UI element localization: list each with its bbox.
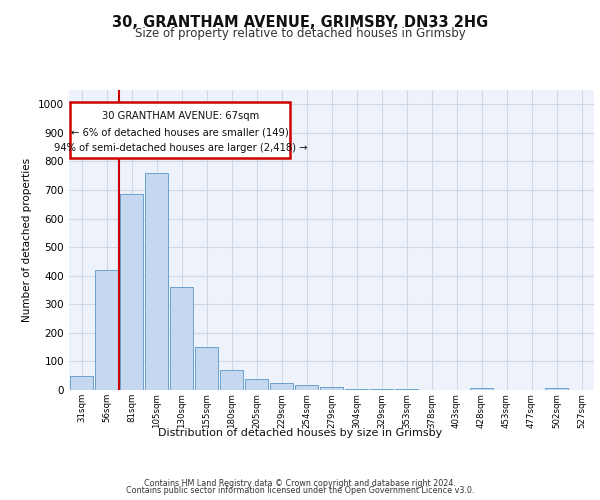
Bar xyxy=(345,388,368,390)
Bar xyxy=(270,383,293,390)
Text: Size of property relative to detached houses in Grimsby: Size of property relative to detached ho… xyxy=(134,28,466,40)
Bar xyxy=(95,270,118,390)
Bar xyxy=(145,173,168,390)
FancyBboxPatch shape xyxy=(70,102,290,158)
Bar xyxy=(70,376,93,390)
Bar xyxy=(220,370,243,390)
Bar xyxy=(370,389,393,390)
Text: Contains HM Land Registry data © Crown copyright and database right 2024.: Contains HM Land Registry data © Crown c… xyxy=(144,478,456,488)
Bar xyxy=(545,388,568,390)
Bar xyxy=(320,387,343,390)
Bar xyxy=(470,388,493,390)
Text: Contains public sector information licensed under the Open Government Licence v3: Contains public sector information licen… xyxy=(126,486,474,495)
Bar xyxy=(295,385,318,390)
Bar xyxy=(195,347,218,390)
Y-axis label: Number of detached properties: Number of detached properties xyxy=(22,158,32,322)
Bar xyxy=(170,287,193,390)
Text: 30, GRANTHAM AVENUE, GRIMSBY, DN33 2HG: 30, GRANTHAM AVENUE, GRIMSBY, DN33 2HG xyxy=(112,15,488,30)
Text: Distribution of detached houses by size in Grimsby: Distribution of detached houses by size … xyxy=(158,428,442,438)
Bar xyxy=(120,194,143,390)
Text: 30 GRANTHAM AVENUE: 67sqm: 30 GRANTHAM AVENUE: 67sqm xyxy=(101,111,259,121)
Text: 94% of semi-detached houses are larger (2,418) →: 94% of semi-detached houses are larger (… xyxy=(53,144,307,154)
Bar xyxy=(245,380,268,390)
Text: ← 6% of detached houses are smaller (149): ← 6% of detached houses are smaller (149… xyxy=(71,128,289,138)
